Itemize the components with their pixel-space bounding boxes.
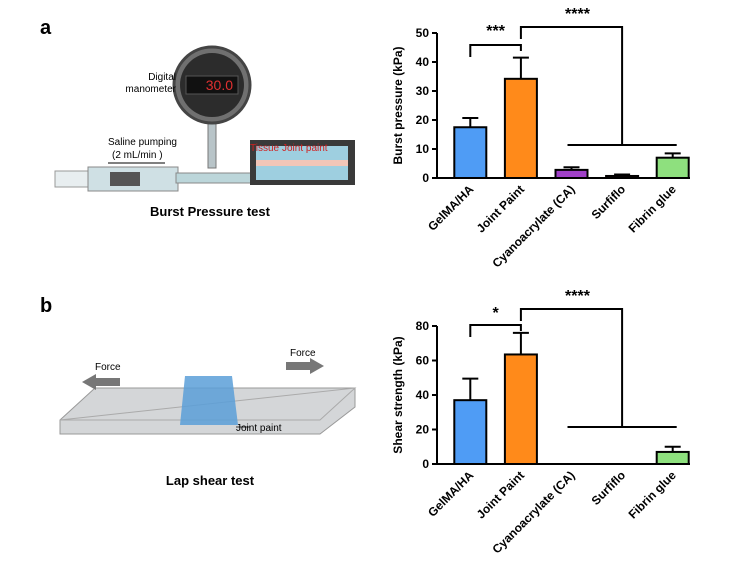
burst-illustration: 30.0 Tissue Joint paint Digital manomete…	[54, 45, 355, 219]
y-tick-label: 20	[416, 113, 430, 127]
y-tick-label: 50	[416, 26, 430, 40]
significance-label: ***	[486, 23, 505, 40]
significance-bracket	[519, 308, 624, 427]
x-tick-label: Fibrin glue	[626, 182, 679, 235]
illustration-label: Force	[95, 362, 121, 373]
lap-illustration: Joint paint Force Force Lap shear test	[59, 348, 357, 488]
bar	[655, 450, 690, 465]
y-tick-label: 80	[416, 319, 430, 333]
x-tick-label: Fibrin glue	[626, 468, 679, 521]
y-tick-label: 40	[416, 55, 430, 69]
bar	[503, 353, 538, 465]
y-tick-label: 40	[416, 388, 430, 402]
y-tick-label: 0	[422, 171, 429, 185]
significance-bracket	[519, 26, 624, 145]
bar	[605, 174, 640, 180]
bar	[655, 156, 690, 179]
significance-bracket	[469, 44, 522, 57]
y-tick-label: 20	[416, 423, 430, 437]
significance-label: *	[492, 305, 499, 322]
illustration-label: Joint paint	[236, 423, 282, 434]
panel-label: a	[40, 17, 52, 39]
y-axis-label: Burst pressure (kPa)	[391, 46, 405, 164]
x-tick-label: GelMA/HA	[425, 468, 477, 520]
y-tick-label: 30	[416, 84, 430, 98]
y-tick-label: 0	[422, 457, 429, 471]
x-tick-label: Joint Paint	[474, 182, 527, 235]
significance-label: ****	[565, 6, 591, 23]
illustration-label: Force	[290, 348, 316, 359]
illustration-label: Saline pumping	[108, 137, 177, 148]
bar	[503, 77, 538, 179]
y-tick-label: 10	[416, 142, 430, 156]
display-value: 30.0	[206, 77, 233, 93]
illustration-caption: Lap shear test	[166, 473, 255, 488]
illustration-label: Digital	[148, 72, 176, 83]
y-axis-label: Shear strength (kPa)	[391, 336, 405, 453]
x-tick-label: Surfiflo	[589, 468, 629, 508]
y-tick-label: 60	[416, 354, 430, 368]
bar	[453, 399, 488, 465]
illustration-label: Tissue	[250, 143, 280, 154]
x-tick-label: Surfiflo	[589, 182, 629, 222]
bar	[554, 168, 589, 180]
bar	[453, 126, 488, 179]
bar-chart: 0 10 20 30 40 50 Burst pressure (kPa) GelMA/HAJ…	[391, 6, 690, 270]
illustration-caption: Burst Pressure test	[150, 204, 271, 219]
panel-label: b	[40, 295, 52, 317]
significance-bracket	[469, 324, 522, 337]
significance-label: ****	[565, 288, 591, 305]
illustration-label: Joint paint	[282, 143, 328, 154]
x-tick-label: Joint Paint	[474, 468, 527, 521]
illustration-label: manometer	[125, 84, 176, 95]
illustration-label: (2 mL/min )	[112, 150, 163, 161]
x-tick-label: GelMA/HA	[425, 182, 477, 234]
bar-chart: 0 20 40 60 80 Shear strength (kPa) GelMA/HAJoi…	[391, 288, 690, 556]
